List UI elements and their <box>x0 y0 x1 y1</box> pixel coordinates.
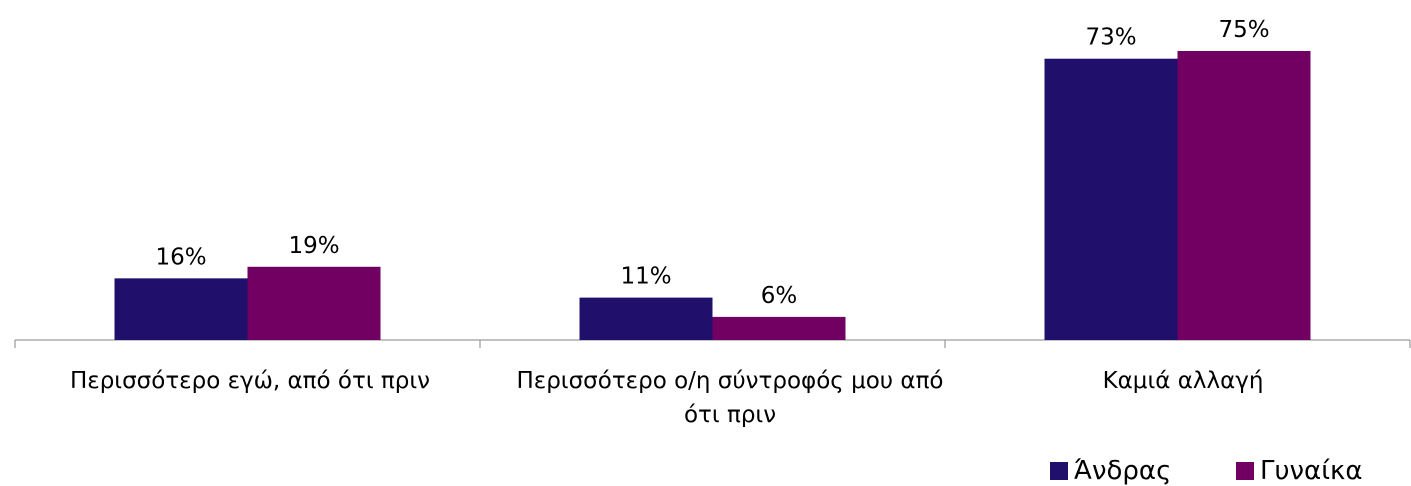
bar-men-1 <box>579 297 713 340</box>
data-label-women-1: 6% <box>761 283 798 309</box>
category-label-more-me: Περισσότερο εγώ, από ότι πριν <box>69 368 430 394</box>
data-label-women-2: 75% <box>1218 17 1269 43</box>
legend-item-men: Άνδρας <box>1050 456 1171 486</box>
legend-swatch-women <box>1236 462 1254 480</box>
bar-women-0 <box>247 266 381 340</box>
legend-label-women: Γυναίκα <box>1260 456 1363 486</box>
bar-women-1 <box>712 316 846 340</box>
legend-item-women: Γυναίκα <box>1236 456 1362 486</box>
bar-men-2 <box>1044 58 1178 340</box>
category-label-more-partner: Περισσότερο ο/η σύντροφός μου από ότι πρ… <box>516 368 944 428</box>
data-label-men-2: 73% <box>1085 25 1136 51</box>
data-label-men-0: 16% <box>155 244 206 270</box>
data-label-men-1: 11% <box>620 264 671 290</box>
bar-women-2 <box>1177 51 1311 340</box>
bar-men-0 <box>114 278 248 340</box>
data-label-women-0: 19% <box>288 233 339 259</box>
legend-label-men: Άνδρας <box>1074 456 1172 486</box>
legend-swatch-men <box>1050 462 1068 480</box>
category-label-no-change: Καμιά αλλαγή <box>1102 368 1264 394</box>
